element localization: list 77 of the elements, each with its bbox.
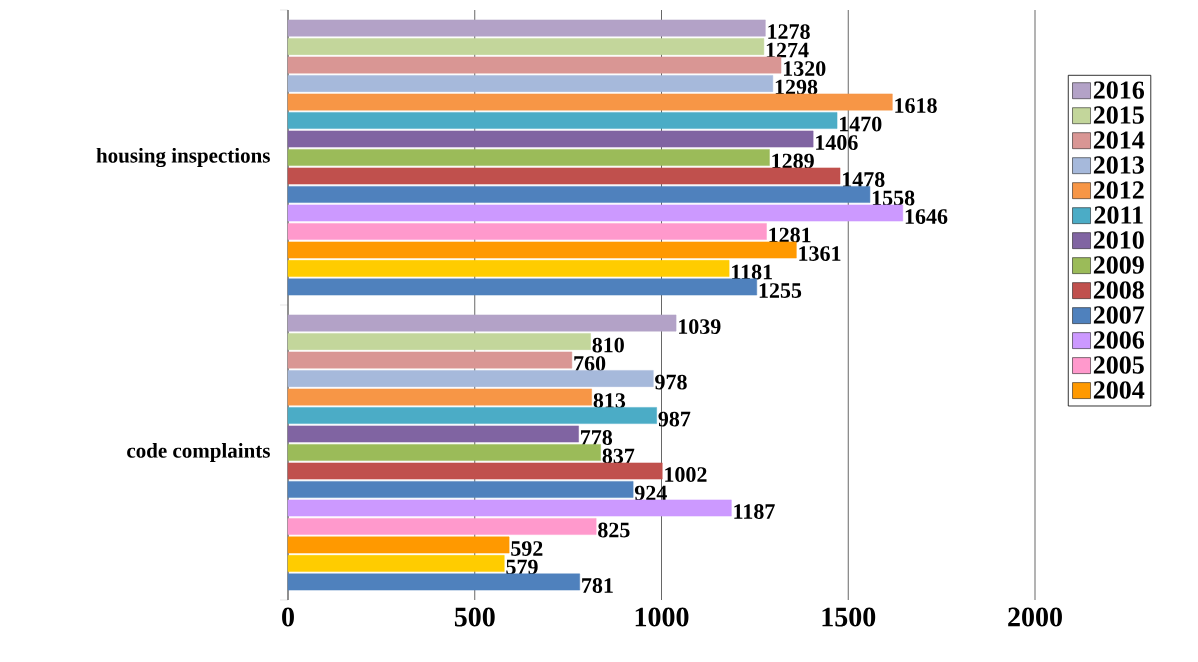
legend-label: 2007 [1093, 306, 1145, 324]
data-label: 1320 [783, 61, 826, 76]
bar [287, 555, 505, 572]
x-tick-label: 1500 [822, 607, 876, 627]
data-label: 1618 [895, 98, 937, 113]
bar [287, 388, 592, 406]
data-label: 1274 [766, 42, 809, 58]
x-tick-label: 1000 [635, 607, 689, 627]
bar [287, 462, 663, 480]
bar [287, 93, 893, 111]
data-label: 1255 [759, 283, 802, 298]
data-label: 1558 [872, 190, 915, 206]
data-label: 592 [511, 541, 543, 556]
data-label: 1646 [905, 209, 948, 224]
bar [287, 19, 766, 37]
x-tick-label: 2000 [1008, 607, 1062, 627]
x-tick-label: 0 [282, 607, 294, 627]
bar [287, 481, 634, 498]
data-label: 813 [593, 393, 626, 408]
data-label: 837 [602, 448, 635, 464]
legend-label: 2013 [1093, 156, 1144, 174]
bar [287, 351, 573, 369]
legend-label: 2012 [1093, 181, 1144, 199]
legend-label: 2008 [1093, 281, 1144, 299]
bar [287, 536, 510, 554]
bar [287, 112, 838, 129]
data-label: 760 [574, 356, 606, 371]
bar [287, 407, 657, 424]
bar [287, 167, 841, 185]
bar [287, 56, 782, 74]
bar [287, 278, 757, 296]
legend-label: 2005 [1093, 356, 1144, 374]
data-label: 1289 [772, 153, 814, 169]
bar [287, 260, 730, 277]
bar [287, 223, 767, 240]
data-label: 1470 [840, 116, 882, 132]
bar [287, 204, 904, 222]
bar [287, 130, 814, 148]
data-label: 1298 [775, 79, 818, 95]
data-label: 825 [598, 522, 630, 538]
data-label: 781 [582, 578, 613, 593]
data-label: 1478 [843, 172, 885, 187]
data-label: 1181 [732, 264, 772, 280]
y-tick-label: code complaints [127, 442, 270, 463]
data-label: 1281 [769, 227, 811, 243]
legend-label: 2004 [1093, 381, 1145, 399]
bar [287, 573, 580, 591]
legend-label: 2009 [1093, 256, 1144, 274]
legend-label: 2015 [1093, 106, 1144, 124]
bar [287, 499, 732, 517]
bar [287, 370, 654, 387]
x-tick-label: 500 [454, 607, 495, 627]
data-label: 810 [592, 337, 624, 353]
legend-label: 2010 [1093, 231, 1144, 249]
bar [287, 149, 770, 166]
data-label: 1406 [816, 135, 858, 150]
data-label: 1039 [679, 319, 721, 334]
bar [287, 425, 579, 443]
y-tick-label: housing inspections [96, 147, 270, 168]
legend-label: 2014 [1093, 131, 1145, 149]
legend-label: 2011 [1094, 206, 1143, 224]
bar [287, 314, 677, 332]
legend-label: 2006 [1093, 331, 1145, 349]
data-label: 1002 [665, 467, 707, 482]
data-label: 778 [581, 430, 613, 445]
data-label: 1187 [734, 504, 775, 519]
bar [287, 518, 597, 535]
bar [287, 75, 774, 92]
bar [287, 38, 765, 55]
bar [287, 444, 601, 461]
data-label: 1361 [799, 246, 841, 261]
legend-label: 2016 [1093, 81, 1145, 99]
bar [287, 186, 871, 203]
data-label: 1278 [768, 24, 810, 39]
bar [287, 241, 797, 259]
bar [287, 333, 591, 350]
data-label: 579 [506, 559, 538, 575]
